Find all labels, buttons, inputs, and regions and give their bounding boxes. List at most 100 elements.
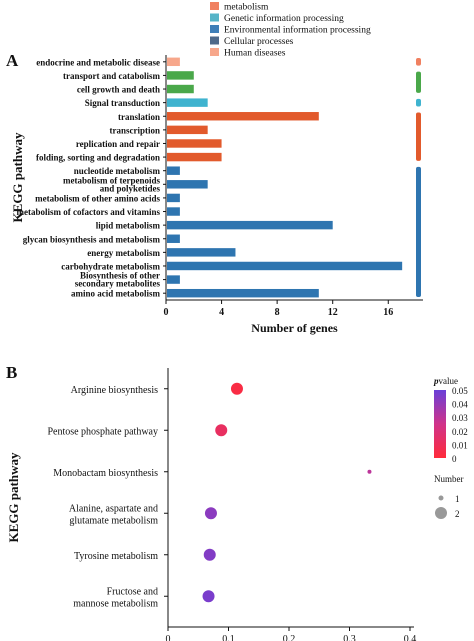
bar — [167, 275, 180, 284]
x-tick-label: 0 — [164, 307, 169, 318]
x-tick-label: 16 — [383, 307, 393, 318]
pvalue-title-italic: p — [433, 376, 439, 386]
group-side-bar — [416, 71, 421, 93]
legend-swatch — [210, 13, 219, 22]
bubble-point — [215, 424, 228, 437]
category-label: metabolism of cofactors and vitamins — [17, 207, 161, 217]
number-legend-small — [438, 495, 444, 501]
bar — [167, 248, 236, 257]
bar — [167, 112, 319, 121]
pathway-label: glutamate metabolism — [69, 515, 158, 526]
category-label: cell growth and death — [77, 85, 160, 95]
bar — [167, 98, 208, 107]
y-axis-title: KEGG pathway — [10, 132, 25, 222]
category-label: glycan biosynthesis and metabolism — [23, 234, 161, 244]
bar — [167, 152, 222, 162]
bar — [167, 234, 180, 243]
category-label: Biosynthesis of other — [80, 271, 160, 281]
legend-label: Cellular processes — [224, 37, 294, 47]
panel-a-letter: A — [6, 51, 19, 70]
bar — [167, 288, 319, 298]
x-tick-label: 0 — [166, 634, 171, 641]
x-axis-title: Number of genes — [251, 321, 338, 335]
bubble-point — [203, 548, 216, 561]
legend-label: Environmental information processing — [224, 25, 371, 36]
legend-swatch — [210, 2, 219, 10]
legend-swatch — [210, 48, 219, 56]
bar — [167, 57, 180, 67]
category-label: amino acid metabolism — [71, 289, 161, 299]
pathway-label: Monobactam biosynthesis — [53, 468, 158, 479]
bar — [167, 166, 180, 175]
bar-chart: endocrine and metabolic disease transport… — [10, 55, 423, 335]
category-label: Signal transduction — [85, 98, 160, 108]
x-tick-label: 0.3 — [343, 634, 356, 641]
category-label: metabolism of other amino acids — [35, 193, 160, 203]
pvalue-tick-label: 0.01 — [452, 440, 468, 450]
group-side-bar — [416, 58, 421, 66]
legend-swatch — [210, 36, 219, 45]
pathway-label: Pentose phosphate pathway — [47, 426, 158, 437]
bar — [167, 139, 222, 148]
pvalue-legend-title: pvalue — [433, 376, 458, 386]
category-label: transcription — [110, 125, 161, 135]
category-label: endocrine and metabolic disease — [36, 57, 160, 67]
pathway-label: Tyrosine metabolism — [74, 551, 158, 562]
legend-label: metabolism — [224, 3, 269, 13]
panel-b-letter: B — [6, 363, 17, 382]
x-tick-label: 0.2 — [283, 634, 296, 641]
x-tick-label: 12 — [328, 307, 338, 318]
category-label: nucleotide metabolism — [74, 166, 161, 176]
category-label: lipid metabolism — [96, 221, 161, 231]
bar — [167, 180, 208, 189]
pathway-label: mannose metabolism — [73, 598, 158, 609]
category-label: secondary metabolites — [75, 279, 161, 289]
category-label: transport and catabolism — [63, 71, 161, 81]
bar — [167, 125, 208, 135]
legend-label: Human diseases — [224, 49, 286, 59]
bar — [167, 84, 194, 94]
bar — [167, 207, 180, 216]
group-side-bar — [416, 112, 421, 161]
category-label: metabolism of terpenoids — [63, 175, 160, 185]
pvalue-title-rest: value — [439, 376, 459, 386]
bubble-point — [367, 469, 372, 474]
pathway-label: Alanine, aspartate and — [69, 503, 158, 514]
pvalue-gradient-bar — [434, 390, 446, 458]
x-tick-label: 0.1 — [222, 634, 235, 641]
bar — [167, 71, 194, 80]
legend-label: Genetic information processing — [224, 13, 344, 24]
pathway-label: Fructose and — [107, 586, 158, 597]
pvalue-tick-label: 0.02 — [452, 427, 468, 437]
category-label: folding, sorting and degradation — [36, 153, 160, 163]
x-tick-label: 8 — [275, 307, 280, 318]
pvalue-tick-label: 0 — [452, 454, 457, 464]
bar — [167, 193, 180, 203]
category-label: and polyketides — [100, 183, 161, 193]
bubble-chart: Arginine biosynthesis Pentose phosphate p… — [6, 368, 416, 641]
bubble-point — [230, 382, 243, 395]
bubble-point — [204, 507, 217, 520]
legend-swatch — [210, 25, 219, 33]
category-label: replication and repair — [76, 139, 160, 149]
pathway-label: Arginine biosynthesis — [71, 385, 158, 396]
pvalue-tick-label: 0.05 — [452, 386, 468, 396]
group-side-bar — [416, 98, 421, 107]
x-tick-label: 4 — [219, 307, 224, 318]
pvalue-tick-label: 0.03 — [452, 413, 468, 423]
x-tick-label: 0.4 — [404, 634, 417, 641]
group-side-bar — [416, 166, 421, 297]
bar — [167, 220, 333, 230]
pvalue-tick-label: 0.04 — [452, 400, 468, 410]
category-label: energy metabolism — [87, 248, 160, 258]
category-label: carbohydrate metabolism — [61, 261, 160, 271]
number-legend-label: 1 — [455, 494, 460, 504]
number-legend-label: 2 — [455, 509, 460, 519]
number-legend-title: Number — [434, 474, 464, 484]
number-legend-large — [435, 507, 447, 519]
category-label: translation — [118, 112, 160, 122]
bubble-point — [202, 590, 215, 603]
